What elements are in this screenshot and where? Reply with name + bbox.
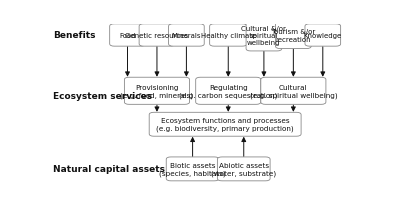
FancyBboxPatch shape bbox=[246, 20, 282, 52]
FancyBboxPatch shape bbox=[218, 157, 270, 181]
Text: Ecosystem services: Ecosystem services bbox=[53, 92, 152, 101]
FancyBboxPatch shape bbox=[139, 25, 175, 47]
FancyBboxPatch shape bbox=[261, 78, 326, 105]
Text: Regulating
(e.g. carbon sequestration): Regulating (e.g. carbon sequestration) bbox=[179, 84, 278, 98]
Text: Biotic assets
(species, habitats): Biotic assets (species, habitats) bbox=[159, 162, 226, 176]
FancyBboxPatch shape bbox=[124, 78, 190, 105]
Text: Natural capital assets: Natural capital assets bbox=[53, 165, 165, 173]
Text: Minerals: Minerals bbox=[172, 33, 201, 39]
Text: Genetic resources: Genetic resources bbox=[125, 33, 188, 39]
FancyBboxPatch shape bbox=[276, 22, 311, 49]
Text: Cultural &/or
spiritual
wellbeing: Cultural &/or spiritual wellbeing bbox=[242, 26, 286, 46]
Text: Tourism &/or
recreation: Tourism &/or recreation bbox=[271, 29, 316, 42]
FancyBboxPatch shape bbox=[166, 157, 219, 181]
Text: Benefits: Benefits bbox=[53, 31, 96, 40]
FancyBboxPatch shape bbox=[149, 113, 301, 137]
FancyBboxPatch shape bbox=[210, 25, 247, 47]
Text: Cultural
(e.g. spiritual wellbeing): Cultural (e.g. spiritual wellbeing) bbox=[250, 84, 337, 98]
Text: Knowledge: Knowledge bbox=[304, 33, 342, 39]
FancyBboxPatch shape bbox=[168, 25, 204, 47]
Text: Provisioning
(e.g. food, minerals): Provisioning (e.g. food, minerals) bbox=[120, 84, 194, 98]
Text: Abiotic assets
(water, substrate): Abiotic assets (water, substrate) bbox=[211, 162, 276, 176]
FancyBboxPatch shape bbox=[196, 78, 261, 105]
FancyBboxPatch shape bbox=[305, 25, 341, 47]
Text: Healthy climate: Healthy climate bbox=[201, 33, 256, 39]
FancyBboxPatch shape bbox=[110, 25, 145, 47]
Text: Food: Food bbox=[119, 33, 136, 39]
Text: Ecosystem functions and processes
(e.g. biodiversity, primary production): Ecosystem functions and processes (e.g. … bbox=[156, 118, 294, 131]
